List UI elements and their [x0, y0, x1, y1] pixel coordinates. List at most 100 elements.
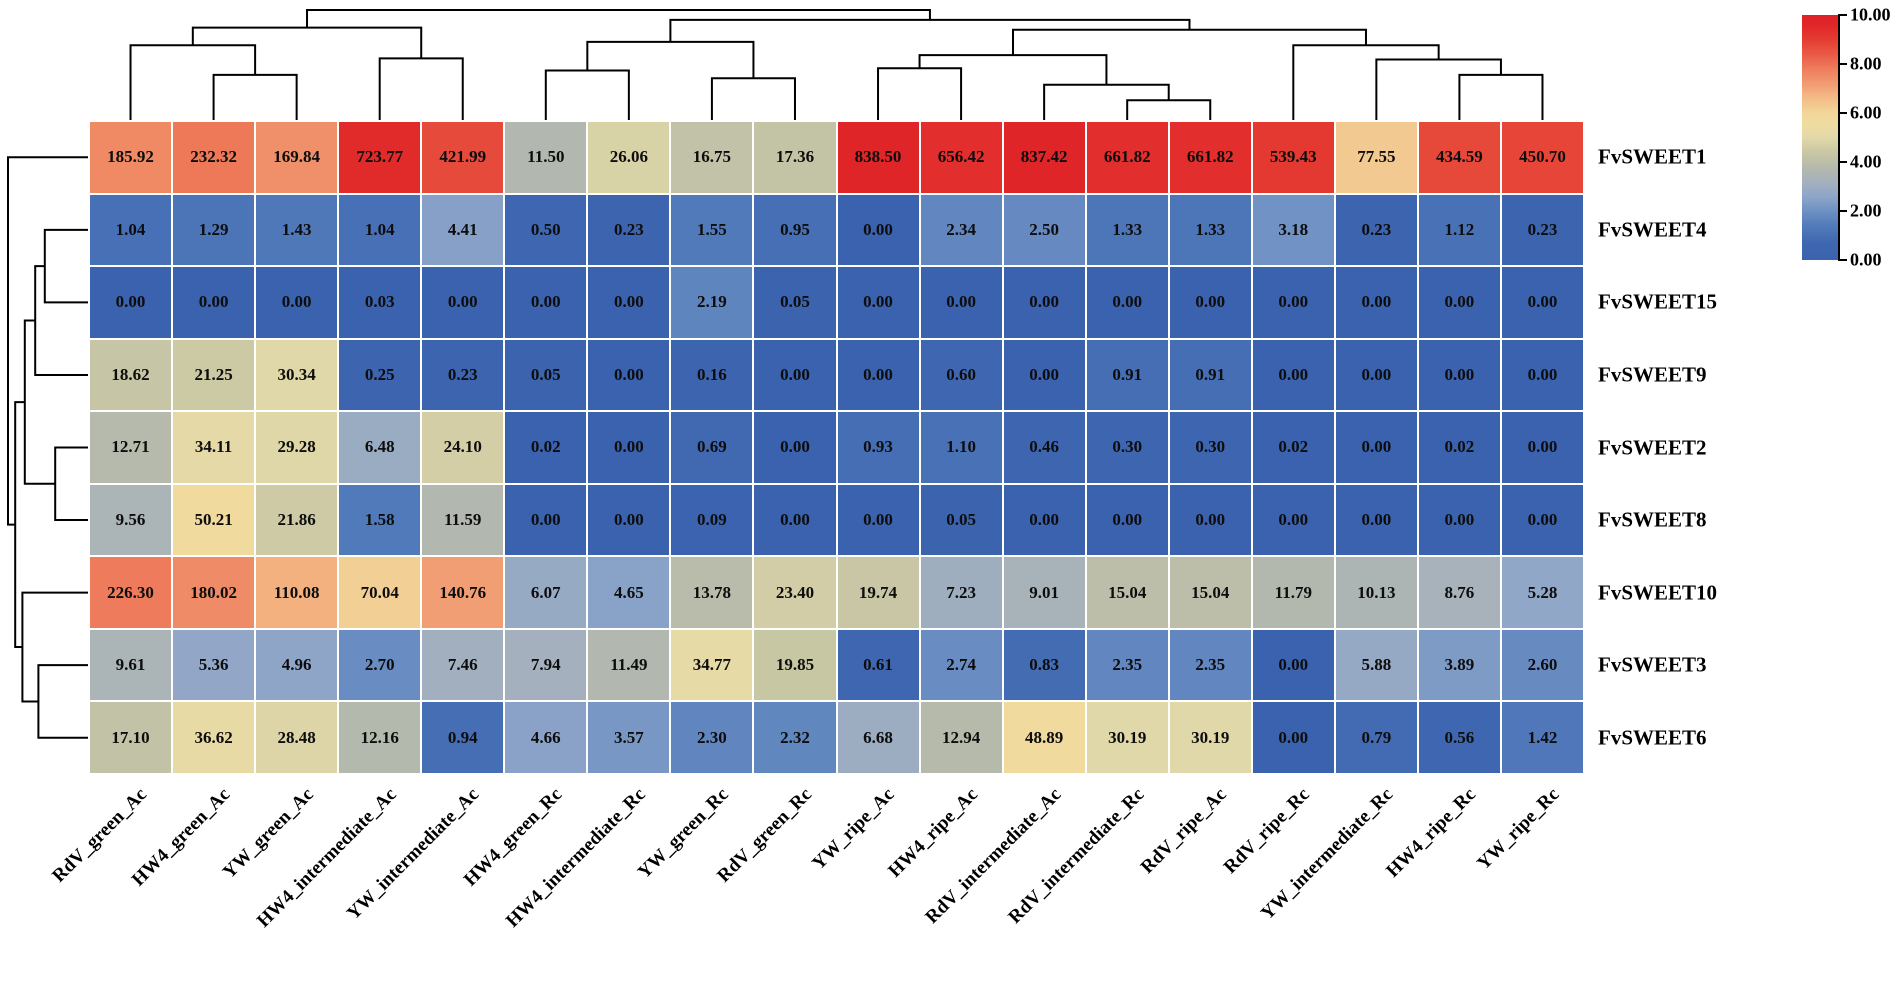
heatmap-cell: 29.28 [256, 412, 338, 483]
row-label: FvSWEET2 [1598, 435, 1707, 459]
heatmap-cell: 723.77 [339, 122, 421, 193]
colorbar-gradient [1802, 15, 1838, 260]
heatmap-cell: 36.62 [173, 702, 255, 773]
heatmap-cell: 0.91 [1169, 339, 1251, 411]
heatmap-cell: 70.04 [339, 557, 421, 628]
heatmap-cell: 0.02 [1252, 412, 1334, 483]
heatmap-cell: 12.94 [920, 702, 1002, 773]
heatmap-cell: 4.65 [588, 557, 670, 628]
heatmap-cell: 0.60 [920, 339, 1002, 411]
heatmap-cell: 0.00 [588, 412, 670, 483]
dendrogram-branch [669, 18, 1191, 42]
heatmap-cell: 0.16 [671, 339, 753, 411]
heatmap-cell: 0.00 [1252, 267, 1334, 338]
heatmap-cell: 0.23 [1501, 194, 1583, 266]
heatmap-cell: 0.00 [1252, 339, 1334, 411]
dendrogram-branch [710, 77, 796, 120]
colorbar-tick [1840, 161, 1847, 163]
heatmap-cell: 0.93 [837, 412, 919, 483]
heatmap-cell: 9.56 [90, 484, 172, 556]
col-label: RdV_intermediate_Rc [1004, 784, 1149, 928]
heatmap-cell: 9.01 [1003, 557, 1085, 628]
heatmap-cell: 0.00 [920, 267, 1002, 338]
dendrogram-branch [37, 664, 88, 739]
heatmap-cell: 17.36 [754, 122, 836, 193]
heatmap-cell: 0.61 [837, 629, 919, 701]
heatmap-cell: 48.89 [1003, 702, 1085, 773]
heatmap-cell: 0.00 [1252, 484, 1334, 556]
heatmap-cell: 0.00 [588, 339, 670, 411]
heatmap-cell: 837.42 [1003, 122, 1085, 193]
heatmap-cell: 661.82 [1169, 122, 1251, 193]
heatmap-cell: 8.76 [1418, 557, 1500, 628]
dendrogram-branch [1043, 83, 1170, 120]
heatmap-cell: 11.79 [1252, 557, 1334, 628]
heatmap-cell: 30.34 [256, 339, 338, 411]
dendrogram-branch [1011, 28, 1367, 56]
colorbar-tick-label: 6.00 [1850, 102, 1882, 123]
heatmap-cell: 226.30 [90, 557, 172, 628]
heatmap-cell: 1.55 [671, 194, 753, 266]
heatmap-cell: 0.30 [1169, 412, 1251, 483]
row-label: FvSWEET1 [1598, 144, 1707, 169]
heatmap-cell: 0.00 [1501, 267, 1583, 338]
heatmap-cell: 0.00 [1003, 267, 1085, 338]
heatmap-cell: 15.04 [1086, 557, 1168, 628]
dendrogram-branch [21, 591, 88, 703]
heatmap-cell: 0.00 [1418, 267, 1500, 338]
heatmap-cell: 5.28 [1501, 557, 1583, 628]
heatmap-cell: 0.00 [754, 412, 836, 483]
row-label: FvSWEET6 [1598, 725, 1707, 750]
heatmap-cell: 0.50 [505, 194, 587, 266]
heatmap-cell: 0.05 [754, 267, 836, 338]
heatmap-cell: 1.10 [920, 412, 1002, 483]
heatmap-cell: 0.00 [1501, 484, 1583, 556]
colorbar-tick-label: 2.00 [1850, 200, 1882, 221]
heatmap-cell: 4.41 [422, 194, 504, 266]
heatmap-cell: 0.03 [339, 267, 421, 338]
heatmap-cell: 2.35 [1169, 629, 1251, 701]
heatmap-cell: 1.12 [1418, 194, 1500, 266]
heatmap-cell: 34.77 [671, 629, 753, 701]
dendrogram-branch [877, 67, 963, 120]
row-label: FvSWEET3 [1598, 652, 1707, 677]
heatmap-cell: 13.78 [671, 557, 753, 628]
dendrogram-branch [212, 73, 298, 120]
heatmap-cell: 17.10 [90, 702, 172, 773]
dendrogram-branch [54, 446, 88, 522]
heatmap-cell: 9.61 [90, 629, 172, 701]
heatmap-cell: 0.00 [1003, 484, 1085, 556]
heatmap-cell: 18.62 [90, 339, 172, 411]
heatmap-cell: 0.00 [588, 267, 670, 338]
heatmap-cell: 0.91 [1086, 339, 1168, 411]
heatmap-cell: 1.33 [1086, 194, 1168, 266]
heatmap-cell: 0.00 [1335, 412, 1417, 483]
heatmap-cell: 0.00 [1501, 412, 1583, 483]
heatmap-cell: 0.00 [1335, 267, 1417, 338]
heatmap-cell: 2.50 [1003, 194, 1085, 266]
heatmap-cell: 3.18 [1252, 194, 1334, 266]
col-label: YW_ripe_Rc [1473, 784, 1564, 875]
colorbar-tick [1840, 112, 1847, 114]
heatmap-cell: 0.23 [588, 194, 670, 266]
heatmap-cell: 180.02 [173, 557, 255, 628]
heatmap-cell: 16.75 [671, 122, 753, 193]
heatmap-cell: 7.94 [505, 629, 587, 701]
heatmap-cell: 0.02 [1418, 412, 1500, 483]
heatmap-cell: 661.82 [1086, 122, 1168, 193]
heatmap-cell: 19.74 [837, 557, 919, 628]
heatmap-cell: 0.00 [837, 194, 919, 266]
heatmap-cell: 12.16 [339, 702, 421, 773]
heatmap-cell: 0.56 [1418, 702, 1500, 773]
heatmap-cell: 421.99 [422, 122, 504, 193]
heatmap-cell: 26.06 [588, 122, 670, 193]
heatmap-cell: 24.10 [422, 412, 504, 483]
heatmap-cell: 140.76 [422, 557, 504, 628]
heatmap-cell: 1.29 [173, 194, 255, 266]
heatmap-cell: 23.40 [754, 557, 836, 628]
row-label: FvSWEET9 [1598, 362, 1707, 387]
heatmap-cell: 2.19 [671, 267, 753, 338]
heatmap-cell: 232.32 [173, 122, 255, 193]
heatmap-cell: 1.58 [339, 484, 421, 556]
